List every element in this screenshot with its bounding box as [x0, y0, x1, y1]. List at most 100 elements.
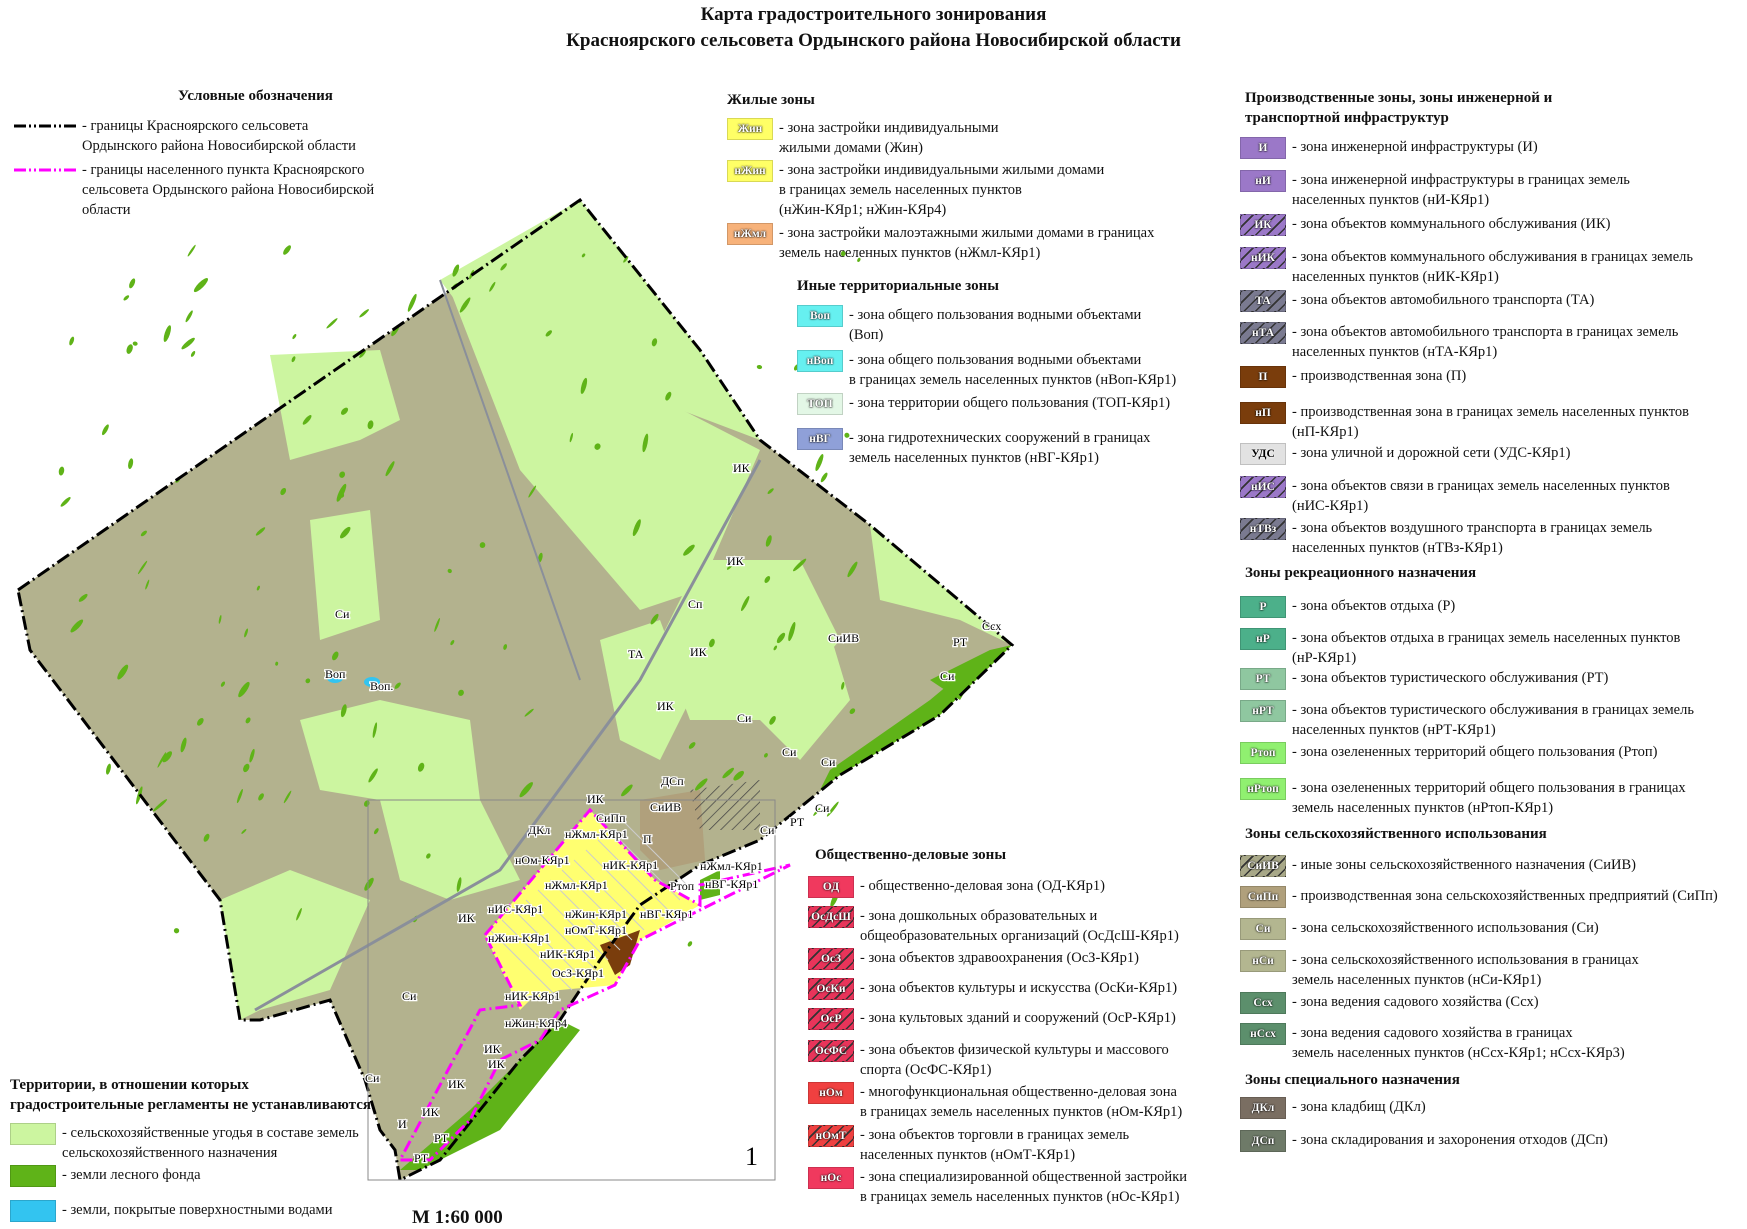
- legend-swatch: нСсх: [1240, 1023, 1286, 1045]
- forest-patch: [650, 613, 659, 625]
- boundary-line-symbol: [14, 124, 76, 128]
- forest-patch: [236, 788, 243, 804]
- farmland-area: [300, 700, 480, 810]
- forest-patch: [153, 799, 168, 812]
- legend-item: нОс - зона специализированной общественно…: [808, 1167, 1187, 1207]
- map-label: нИК-КЯр1: [540, 947, 595, 961]
- legend-swatch: нВГ: [797, 428, 843, 450]
- settlement-boundary: [397, 807, 791, 1162]
- legend-swatch: нОмТ: [808, 1125, 854, 1147]
- legend-text: - зона общего пользования водными объект…: [849, 352, 1177, 388]
- inset-label: 1: [745, 1142, 758, 1171]
- legend-item: ОД - общественно-деловая зона (ОД-КЯр1): [808, 876, 1105, 898]
- forest-patch: [296, 907, 302, 921]
- title-line-2: Красноярского сельсовета Ордынского райо…: [566, 30, 1181, 51]
- forest-patch: [249, 748, 255, 763]
- forest-patch: [519, 782, 533, 798]
- legend-text: - зона объектов торговли в границах земе…: [860, 1127, 1130, 1163]
- legend-swatch: Ртоп: [1240, 742, 1286, 764]
- map-label: Воп: [325, 667, 346, 681]
- legend-text: - зона объектов туристического обслужива…: [1292, 670, 1609, 686]
- sipp-zone: [640, 790, 705, 870]
- forest-patch: [69, 336, 75, 346]
- municipal-boundary: [16, 197, 1015, 1183]
- forest-patch: [764, 753, 768, 758]
- map-title: Карта градостроительного зонирования Кра…: [0, 2, 1747, 54]
- legend-text: - зона культовых зданий и сооружений (Ос…: [860, 1010, 1176, 1026]
- forest-patch: [203, 833, 210, 842]
- water-body: [364, 677, 380, 687]
- special-header: Зоны специального назначения: [1245, 1072, 1460, 1088]
- forest-area: [930, 650, 990, 700]
- map-label: нЖмл-КЯр1: [565, 827, 628, 841]
- legend-item: нИК - зона объектов коммунального обслужи…: [1240, 247, 1693, 287]
- legend-item: РТ - зона объектов туристического обслужи…: [1240, 668, 1608, 690]
- legend-item: Ссх - зона ведения садового хозяйства (Сс…: [1240, 992, 1539, 1014]
- legend-text: - зона сельскохозяйственного использован…: [1292, 952, 1639, 988]
- forest-patch: [126, 344, 133, 354]
- legend-item: ОсДсШ - зона дошкольных образовательных и…: [808, 906, 1179, 946]
- legend-item: нСи - зона сельскохозяйственного использо…: [1240, 950, 1639, 990]
- legend-swatch: нРтоп: [1240, 778, 1286, 800]
- forest-patch: [764, 576, 771, 583]
- map-label: нЖин-КЯр1: [565, 907, 627, 921]
- boundary-line-symbol: [14, 168, 76, 172]
- legend-item: СиПп - производственная зона сельскохозяй…: [1240, 886, 1718, 908]
- legend-text: - границы населенного пункта Красноярско…: [82, 162, 375, 218]
- forest-patch: [255, 527, 266, 536]
- forest-patch: [524, 708, 534, 717]
- forest-patch: [417, 762, 425, 772]
- legend-text: - зона общего пользования водными объект…: [849, 307, 1142, 343]
- legend-swatch: нИК: [1240, 247, 1286, 269]
- map-label: ИК: [488, 1057, 506, 1071]
- forest-patch: [196, 717, 204, 726]
- map-label: СиИВ: [828, 631, 859, 645]
- legend-text: - зона объектов связи в границах земель …: [1292, 478, 1670, 514]
- forest-patch: [336, 483, 347, 502]
- street-line: [585, 849, 657, 921]
- map-label: нЖмл-КЯр1: [700, 859, 763, 873]
- legend-item: - земли, покрытые поверхностными водами: [10, 1200, 332, 1222]
- residential-header: Жилые зоны: [727, 92, 815, 108]
- legend-item: УДС - зона уличной и дорожной сети (УДС-К…: [1240, 443, 1571, 465]
- forest-patch: [733, 770, 744, 781]
- forest-patch: [128, 458, 134, 470]
- legend-text: - производственная зона (П): [1292, 368, 1467, 384]
- legend-swatch: ОсДсШ: [808, 906, 854, 928]
- map-label: Си: [402, 989, 417, 1003]
- forest-patch: [450, 639, 455, 646]
- legend-text: - сельскохозяйственные угодья в составе …: [62, 1125, 359, 1161]
- forest-patch: [623, 256, 629, 263]
- road-line: [254, 459, 762, 1012]
- legend-text: - зона гидротехнических сооружений в гра…: [849, 430, 1151, 466]
- legend-swatch: ОсКи: [808, 978, 854, 1000]
- legend-item: ИК - зона объектов коммунального обслужив…: [1240, 214, 1610, 236]
- forest-patch: [245, 717, 251, 724]
- no-regulation-header: Территории, в отношении которых градостр…: [10, 1077, 371, 1113]
- forest-patch: [528, 485, 537, 498]
- street-line: [513, 909, 585, 981]
- forest-area: [700, 870, 720, 900]
- map-label: ИК: [587, 792, 605, 806]
- legend-swatch: нИ: [1240, 170, 1286, 192]
- legend-swatch: Воп: [797, 305, 843, 327]
- forest-patch: [180, 737, 187, 753]
- industrial-zone: [600, 930, 640, 975]
- map-label: ИК: [458, 911, 476, 925]
- map-label: РТ: [414, 1151, 429, 1165]
- legend-text: - зона объектов физической культуры и ма…: [860, 1042, 1169, 1078]
- forest-patch: [665, 704, 670, 710]
- legend-item: Си - зона сельскохозяйственного использов…: [1240, 918, 1599, 940]
- legend-text: - зона застройки индивидуальными жилыми …: [779, 120, 999, 156]
- legend-item: нВоп - зона общего пользования водными об…: [797, 350, 1176, 390]
- map-label: Ртоп: [670, 879, 695, 893]
- farmland-area: [870, 525, 1012, 645]
- legend-swatch: нЖмл: [727, 223, 773, 245]
- forest-patch: [841, 681, 845, 690]
- legend-swatch: ОсР: [808, 1008, 854, 1030]
- forest-patch: [367, 420, 374, 430]
- map-label: ИК: [448, 1077, 466, 1091]
- forest-patch: [847, 561, 858, 578]
- forest-patch: [479, 542, 486, 549]
- forest-patch: [452, 264, 460, 277]
